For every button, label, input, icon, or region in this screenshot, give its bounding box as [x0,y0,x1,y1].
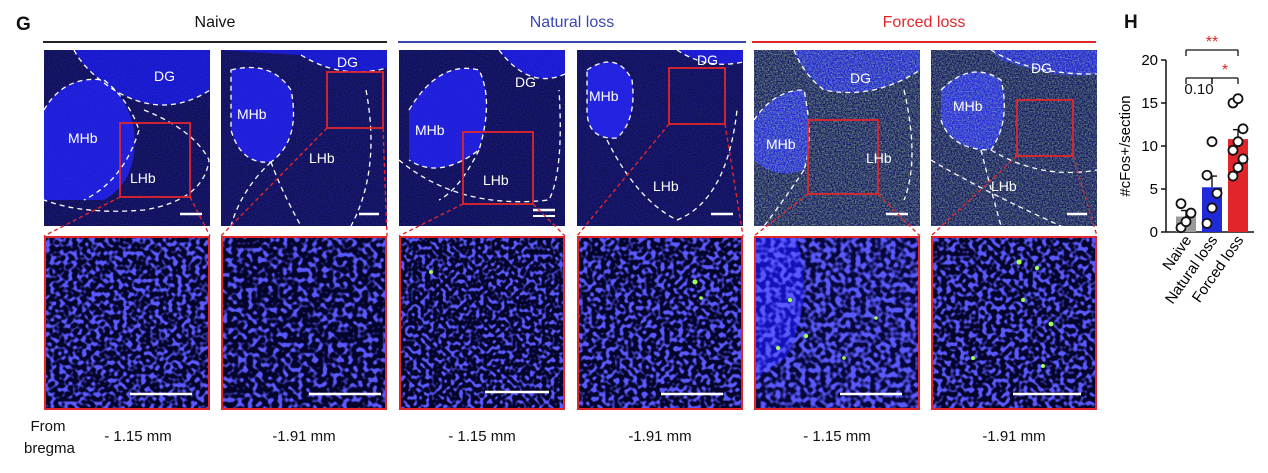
data-point [1180,216,1192,228]
group-line-natural-loss [398,41,746,43]
y-tick-label: 20 [1141,52,1158,69]
zoom-image-naive-1-91 [221,236,387,410]
position-label: -1.91 mm [628,428,692,445]
zoom-image-forced-1-15 [754,236,920,410]
group-line-forced-loss [752,41,1096,43]
label-lhb: LHb [866,150,892,166]
label-mhb: MHb [415,122,445,138]
overview-image-naive-1-15: DG MHb LHb [44,50,210,226]
label-dg: DG [515,74,536,90]
label-mhb: MHb [68,130,98,146]
label-mhb: MHb [237,106,267,122]
data-point [1237,153,1249,165]
data-point [1201,169,1213,181]
data-point [1175,198,1187,210]
group-title-forced-loss: Forced loss [882,14,966,31]
overview-image-forced-1-91: DG MHb LHb [931,50,1097,226]
data-point [1227,144,1239,156]
significance-label: * [1222,62,1228,79]
zoom-image-naive-1-15 [44,236,210,410]
data-point [1201,217,1213,229]
label-lhb: LHb [309,150,335,166]
position-label: - 1.15 mm [803,428,871,445]
overview-image-naive-1-91: DG MHb LHb [221,50,387,226]
label-lhb: LHb [653,178,679,194]
group-line-naive [43,41,387,43]
label-lhb: LHb [483,172,509,188]
data-point [1232,136,1244,148]
y-axis-label: #cFos+/section [1117,95,1134,196]
label-dg: DG [337,54,358,70]
label-mhb: MHb [589,88,619,104]
data-point [1232,162,1244,173]
zoom-image-forced-1-91 [931,236,1097,410]
label-dg: DG [154,68,175,84]
data-point [1206,136,1218,148]
position-label: - 1.15 mm [104,428,172,445]
overview-image-natural-1-15: DG MHb LHb [399,50,565,226]
data-point [1185,207,1197,219]
position-label: - 1.15 mm [448,428,516,445]
position-label: -1.91 mm [272,428,336,445]
data-point [1232,93,1244,105]
label-dg: DG [697,52,718,68]
y-tick-label: 5 [1150,181,1158,198]
y-tick-label: 10 [1141,138,1158,155]
panel-letter-h: H [1124,12,1138,33]
panel-letter-g: G [16,14,31,35]
label-mhb: MHb [953,98,983,114]
label-dg: DG [1031,60,1052,76]
data-point [1211,187,1223,199]
y-tick-label: 15 [1141,95,1158,112]
zoom-image-natural-1-91 [577,236,743,410]
group-title-natural-loss: Natural loss [529,14,615,31]
significance-label: ** [1206,34,1218,51]
data-point [1227,170,1239,182]
y-tick-label: 0 [1150,224,1158,241]
bregma-label-line2: bregma [24,440,75,457]
data-point [1237,123,1249,135]
bregma-label-line1: From [30,418,66,435]
group-title-naive: Naive [194,14,236,31]
label-lhb: LHb [991,178,1017,194]
zoom-image-natural-1-15 [399,236,565,410]
label-dg: DG [850,70,871,86]
significance-label: 0.10 [1184,81,1213,98]
label-lhb: LHb [130,170,156,186]
data-point [1206,202,1218,214]
overview-image-forced-1-15: DG MHb LHb [754,50,920,226]
overview-image-natural-1-91: DG MHb LHb [577,50,743,226]
label-mhb: MHb [766,136,796,152]
position-label: -1.91 mm [982,428,1046,445]
